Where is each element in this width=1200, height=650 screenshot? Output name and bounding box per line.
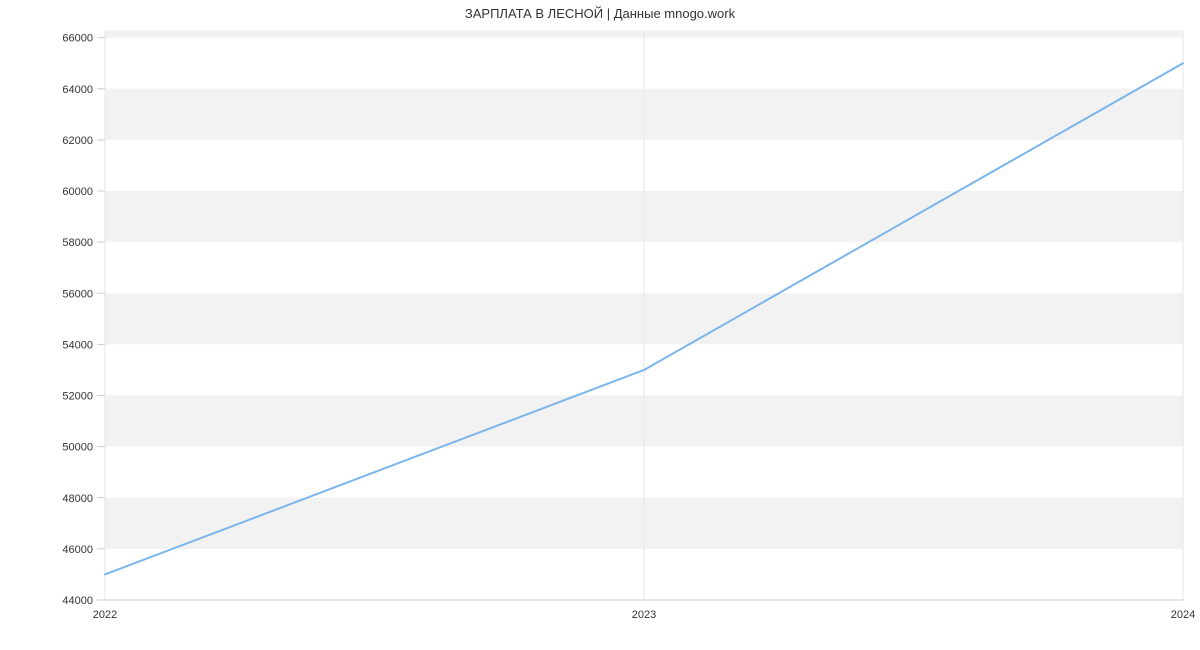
y-tick-label: 64000 <box>62 84 93 96</box>
y-tick-label: 60000 <box>62 186 93 198</box>
chart-title: ЗАРПЛАТА В ЛЕСНОЙ | Данные mnogo.work <box>0 6 1200 21</box>
y-tick-label: 66000 <box>62 33 93 45</box>
y-tick-label: 46000 <box>62 544 93 556</box>
chart-canvas: 44000 46000 48000 50000 52000 54000 56000 58000… <box>0 0 1200 650</box>
x-tick-label: 2023 <box>632 609 656 621</box>
y-tick-label: 62000 <box>62 135 93 147</box>
y-tick-label: 44000 <box>62 595 93 607</box>
y-tick-label: 56000 <box>62 288 93 300</box>
x-tick-label: 2024 <box>1171 609 1195 621</box>
y-tick-label: 54000 <box>62 339 93 351</box>
x-tick-label: 2022 <box>93 609 117 621</box>
y-tick-label: 52000 <box>62 391 93 403</box>
y-tick-label: 58000 <box>62 237 93 249</box>
y-tick-label: 48000 <box>62 493 93 505</box>
y-tick-label: 50000 <box>62 442 93 454</box>
salary-chart: ЗАРПЛАТА В ЛЕСНОЙ | Данные mnogo.work 44… <box>0 0 1200 650</box>
